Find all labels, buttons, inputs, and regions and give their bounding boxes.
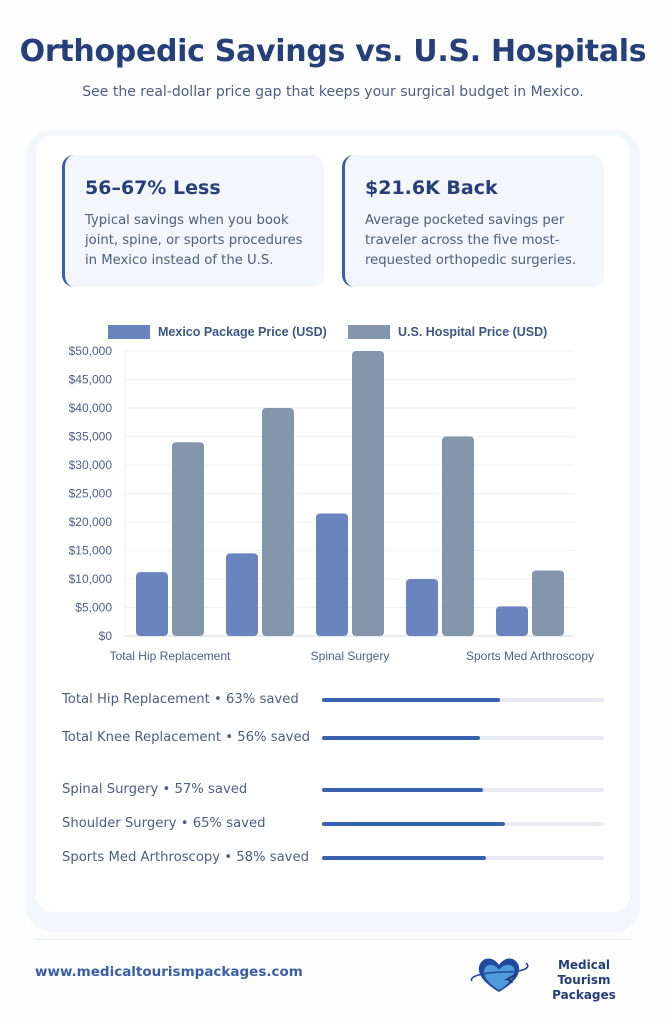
- savings-progress-fill: [322, 698, 500, 702]
- savings-progress-fill: [322, 856, 486, 860]
- bar-mexico: [316, 513, 348, 636]
- savings-progress-fill: [322, 736, 480, 740]
- y-tick-label: $5,000: [75, 601, 112, 615]
- y-tick-label: $10,000: [69, 572, 113, 586]
- logo-line-1: Medical Tourism: [557, 958, 611, 987]
- savings-label: Total Knee Replacement • 56% saved: [62, 730, 310, 745]
- page-title: Orthopedic Savings vs. U.S. Hospitals: [19, 34, 647, 69]
- savings-progress-track: [322, 856, 604, 860]
- legend-swatch: [348, 325, 390, 339]
- savings-progress-track: [322, 698, 604, 702]
- stat-headline: 56–67% Less: [85, 177, 221, 199]
- y-tick-label: $50,000: [69, 344, 113, 358]
- savings-label: Total Hip Replacement • 63% saved: [62, 692, 299, 707]
- savings-progress-fill: [322, 788, 483, 792]
- savings-progress-fill: [322, 822, 506, 826]
- stat-description: Typical savings when you book joint, spi…: [85, 213, 303, 268]
- x-tick-label: Total Hip Replacement: [110, 649, 231, 663]
- bar-chart-svg: Mexico Package Price (USD) U.S. Hospital …: [69, 325, 594, 663]
- savings-progress-track: [322, 822, 604, 826]
- y-tick-label: $20,000: [69, 515, 113, 529]
- logo-line-2: Packages: [552, 988, 616, 1002]
- heart-plane-icon: [470, 958, 529, 992]
- bar-us: [442, 436, 474, 636]
- price-comparison-chart: Mexico Package Price (USD) U.S. Hospital …: [50, 315, 610, 670]
- y-tick-label: $40,000: [69, 401, 113, 415]
- savings-label: Sports Med Arthroscopy • 58% saved: [62, 850, 309, 865]
- bar-mexico: [496, 606, 528, 636]
- legend-label: U.S. Hospital Price (USD): [398, 325, 547, 339]
- page-subtitle: See the real-dollar price gap that keeps…: [82, 84, 584, 100]
- y-tick-label: $45,000: [69, 373, 113, 387]
- bar-mexico: [406, 579, 438, 636]
- savings-progress-track: [322, 788, 604, 792]
- savings-row: Total Knee Replacement • 56% saved: [62, 728, 604, 748]
- legend-label: Mexico Package Price (USD): [158, 325, 327, 339]
- logo-text: Medical Tourism Packages: [532, 958, 636, 1003]
- x-tick-label: Sports Med Arthroscopy: [466, 649, 594, 663]
- bar-us: [262, 408, 294, 636]
- x-tick-label: Spinal Surgery: [311, 649, 390, 663]
- bar-us: [532, 570, 564, 636]
- website-link[interactable]: www.medicaltourismpackages.com: [35, 964, 303, 980]
- bar-mexico: [136, 572, 168, 636]
- stat-card-savings-range: 56–67% Less Typical savings when you boo…: [62, 155, 324, 287]
- y-tick-label: $0: [99, 629, 113, 643]
- stat-card-average-savings: $21.6K Back Average pocketed savings per…: [342, 155, 604, 287]
- savings-progress-track: [322, 736, 604, 740]
- y-tick-label: $25,000: [69, 487, 113, 501]
- y-tick-label: $15,000: [69, 544, 113, 558]
- savings-row: Total Hip Replacement • 63% saved: [62, 690, 604, 710]
- savings-label: Shoulder Surgery • 65% saved: [62, 816, 266, 831]
- y-tick-label: $35,000: [69, 430, 113, 444]
- bar-us: [352, 351, 384, 636]
- footer-divider: [35, 939, 631, 940]
- y-tick-label: $30,000: [69, 458, 113, 472]
- bar-mexico: [226, 553, 258, 636]
- legend-swatch: [108, 325, 150, 339]
- savings-row: Sports Med Arthroscopy • 58% saved: [62, 848, 604, 868]
- savings-row: Spinal Surgery • 57% saved: [62, 780, 604, 800]
- stat-headline: $21.6K Back: [365, 177, 498, 199]
- savings-label: Spinal Surgery • 57% saved: [62, 782, 248, 797]
- savings-row: Shoulder Surgery • 65% saved: [62, 814, 604, 834]
- bar-us: [172, 442, 204, 636]
- brand-logo: Medical Tourism Packages: [466, 954, 636, 1002]
- stat-description: Average pocketed savings per traveler ac…: [365, 213, 577, 268]
